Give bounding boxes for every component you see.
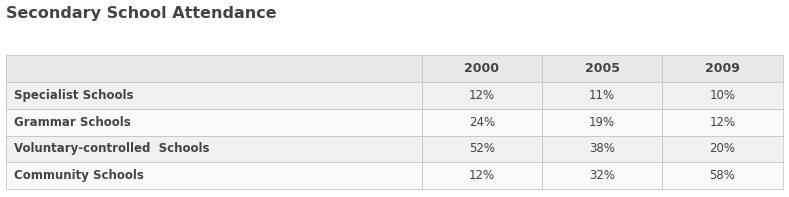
Text: Secondary School Attendance: Secondary School Attendance bbox=[6, 6, 277, 21]
Text: Grammar Schools: Grammar Schools bbox=[14, 116, 131, 129]
Bar bbox=[542, 55, 662, 82]
Bar bbox=[542, 162, 662, 189]
Bar bbox=[662, 82, 783, 109]
Text: 58%: 58% bbox=[709, 169, 735, 182]
Bar bbox=[421, 162, 542, 189]
Bar bbox=[662, 162, 783, 189]
Text: 19%: 19% bbox=[589, 116, 615, 129]
Bar bbox=[421, 55, 542, 82]
Text: 12%: 12% bbox=[469, 89, 495, 102]
Bar bbox=[662, 136, 783, 162]
Bar bbox=[421, 82, 542, 109]
Bar bbox=[662, 55, 783, 82]
Bar bbox=[662, 109, 783, 136]
Text: 38%: 38% bbox=[589, 142, 615, 155]
Bar bbox=[6, 109, 421, 136]
Text: 2005: 2005 bbox=[585, 62, 619, 75]
Text: 52%: 52% bbox=[469, 142, 495, 155]
Bar bbox=[542, 109, 662, 136]
Bar bbox=[421, 109, 542, 136]
Bar bbox=[542, 136, 662, 162]
Text: Community Schools: Community Schools bbox=[14, 169, 144, 182]
Text: 2000: 2000 bbox=[465, 62, 499, 75]
Bar bbox=[6, 55, 421, 82]
Bar bbox=[421, 136, 542, 162]
Text: 12%: 12% bbox=[709, 116, 735, 129]
Text: 11%: 11% bbox=[589, 89, 615, 102]
Bar bbox=[6, 136, 421, 162]
Text: 10%: 10% bbox=[709, 89, 735, 102]
Bar bbox=[542, 82, 662, 109]
Bar bbox=[6, 162, 421, 189]
Bar bbox=[6, 82, 421, 109]
Text: Specialist Schools: Specialist Schools bbox=[14, 89, 133, 102]
Text: 2009: 2009 bbox=[705, 62, 740, 75]
Text: Voluntary-controlled  Schools: Voluntary-controlled Schools bbox=[14, 142, 210, 155]
Text: 24%: 24% bbox=[469, 116, 495, 129]
Text: 32%: 32% bbox=[589, 169, 615, 182]
Text: 12%: 12% bbox=[469, 169, 495, 182]
Text: 20%: 20% bbox=[709, 142, 735, 155]
